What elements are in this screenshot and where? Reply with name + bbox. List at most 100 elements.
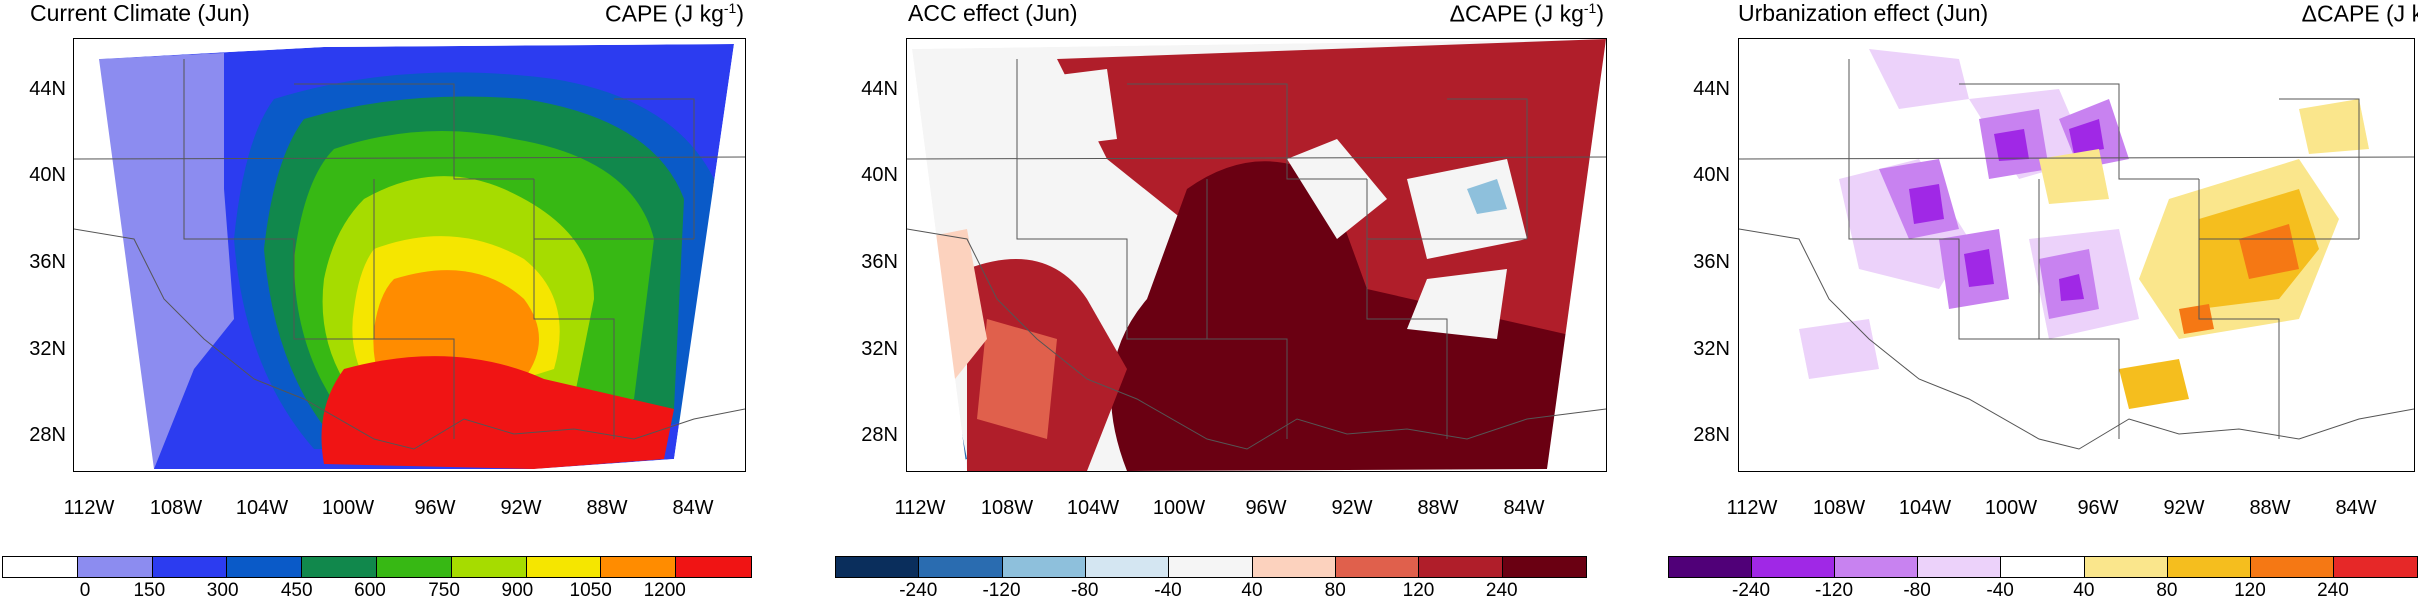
lon-label: 84W (2335, 497, 2377, 519)
colorbar-swatch (676, 557, 751, 577)
lon-label: 96W (1245, 497, 1287, 519)
lat-label: 40N (1693, 164, 1730, 186)
lat-label: 32N (861, 338, 898, 360)
colorbar-labels: -240 -120 -80 -40 40 80 120 240 (835, 580, 1585, 601)
lat-label: 36N (861, 251, 898, 273)
colorbar-swatch (1918, 557, 2002, 577)
unit-exponent: -1 (723, 0, 737, 16)
colorbar-label: 750 (428, 580, 460, 601)
lat-label: 28N (861, 424, 898, 446)
colorbar-swatch (302, 557, 377, 577)
lon-label: 88W (586, 497, 628, 519)
colorbar-swatch (1252, 557, 1336, 577)
colorbar-swatch (919, 557, 1003, 577)
colorbar-swatch (1085, 557, 1170, 577)
lon-label: 104W (1898, 497, 1952, 519)
colorbar-swatch (451, 557, 527, 577)
lon-label: 104W (1066, 497, 1120, 519)
colorbar-label: -240 (899, 580, 938, 601)
colorbar-swatch (1335, 557, 1420, 577)
panel-title: ACC effect (Jun) (908, 0, 1078, 26)
lon-label: 84W (672, 497, 714, 519)
colorbar-swatch (1752, 557, 1836, 577)
unit-exponent: -1 (1583, 0, 1597, 16)
lon-label: 92W (1331, 497, 1373, 519)
panel-title: Urbanization effect (Jun) (1738, 0, 1989, 26)
lon-label: 84W (1503, 497, 1545, 519)
colorbar-swatch (152, 557, 228, 577)
panel-acc-effect: ACC effect (Jun) ΔCAPE (J kg-1) (830, 0, 1630, 601)
lon-label: 112W (894, 497, 946, 519)
colorbar-label: -240 (1732, 580, 1771, 601)
lat-label: 40N (29, 164, 66, 186)
panel-current-climate: Current Climate (Jun) CAPE (J kg-1) (0, 0, 800, 601)
lat-label: 32N (1693, 338, 1730, 360)
colorbar-labels: -240 -120 -80 -40 40 80 120 240 (1668, 580, 2416, 601)
colorbar-label: 300 (206, 580, 239, 601)
colorbar-swatch (1669, 557, 1753, 577)
colorbar-label: 240 (1485, 580, 1518, 601)
lon-label: 108W (149, 497, 203, 519)
colorbar-label: -80 (1071, 580, 1099, 601)
colorbar-label: 900 (501, 580, 534, 601)
colorbar-label: 450 (280, 580, 313, 601)
lon-label: 112W (1726, 497, 1778, 519)
map-acc-effect (906, 38, 1607, 472)
colorbar-label: -40 (1986, 580, 2014, 601)
variable-label: ΔCAPE (J kg (1449, 0, 1584, 27)
colorbar-swatch (3, 557, 78, 577)
colorbar-swatch (2001, 557, 2085, 577)
colorbar-swatch (77, 557, 153, 577)
panel-title: Current Climate (Jun) (30, 0, 250, 26)
lat-label: 44N (29, 78, 66, 100)
lat-label: 36N (1693, 251, 1730, 273)
colorbar-label: 80 (1324, 580, 1346, 601)
colorbar-swatch (601, 557, 677, 577)
colorbar-swatch (2084, 557, 2168, 577)
colorbar-swatch (1169, 557, 1253, 577)
lon-label: 96W (2077, 497, 2119, 519)
lon-label: 88W (2249, 497, 2291, 519)
colorbar-labels: 0 150 300 450 600 750 900 1050 1200 (2, 580, 750, 601)
panel-urbanization-effect: Urbanization effect (Jun) ΔCAPE (J kg-1) (1660, 0, 2418, 601)
lon-label: 100W (1152, 497, 1206, 519)
colorbar-label: -80 (1903, 580, 1931, 601)
colorbar-label: 600 (354, 580, 386, 601)
colorbar-swatch (227, 557, 303, 577)
lat-label: 28N (29, 424, 66, 446)
lon-label: 108W (980, 497, 1034, 519)
colorbar-label: 120 (2234, 580, 2266, 601)
colorbar-label: 240 (2317, 580, 2349, 601)
map-current-climate (73, 38, 746, 472)
lon-label: 100W (321, 497, 375, 519)
lon-label: 92W (500, 497, 542, 519)
lat-label: 40N (861, 164, 898, 186)
panel-variable: ΔCAPE (J kg-1) (2302, 0, 2418, 28)
colorbar (1668, 556, 2418, 578)
panel-variable: CAPE (J kg-1) (605, 0, 744, 28)
colorbar-swatch (1835, 557, 1919, 577)
lon-label: 92W (2163, 497, 2205, 519)
lon-label: 88W (1417, 497, 1459, 519)
colorbar-label: 1200 (643, 580, 686, 601)
colorbar-swatch (1002, 557, 1086, 577)
colorbar-label: 0 (79, 580, 91, 601)
colorbar-label: 1050 (569, 580, 612, 601)
lat-label: 28N (1693, 424, 1730, 446)
colorbar-label: 40 (2073, 580, 2095, 601)
lat-label: 44N (861, 78, 898, 100)
colorbar-label: 120 (1402, 580, 1435, 601)
colorbar-swatch (376, 557, 452, 577)
lon-label: 96W (414, 497, 456, 519)
colorbar-swatch (1419, 557, 1503, 577)
lon-label: 100W (1984, 497, 2038, 519)
variable-suffix: ) (736, 0, 744, 27)
colorbar-label: 80 (2156, 580, 2178, 601)
colorbar-label: -40 (1154, 580, 1182, 601)
colorbar-swatch (2250, 557, 2334, 577)
colorbar-label: 40 (1241, 580, 1263, 601)
colorbar-swatch (2167, 557, 2251, 577)
lon-label: 104W (235, 497, 289, 519)
panel-variable: ΔCAPE (J kg-1) (1450, 0, 1604, 28)
lat-label: 36N (29, 251, 66, 273)
